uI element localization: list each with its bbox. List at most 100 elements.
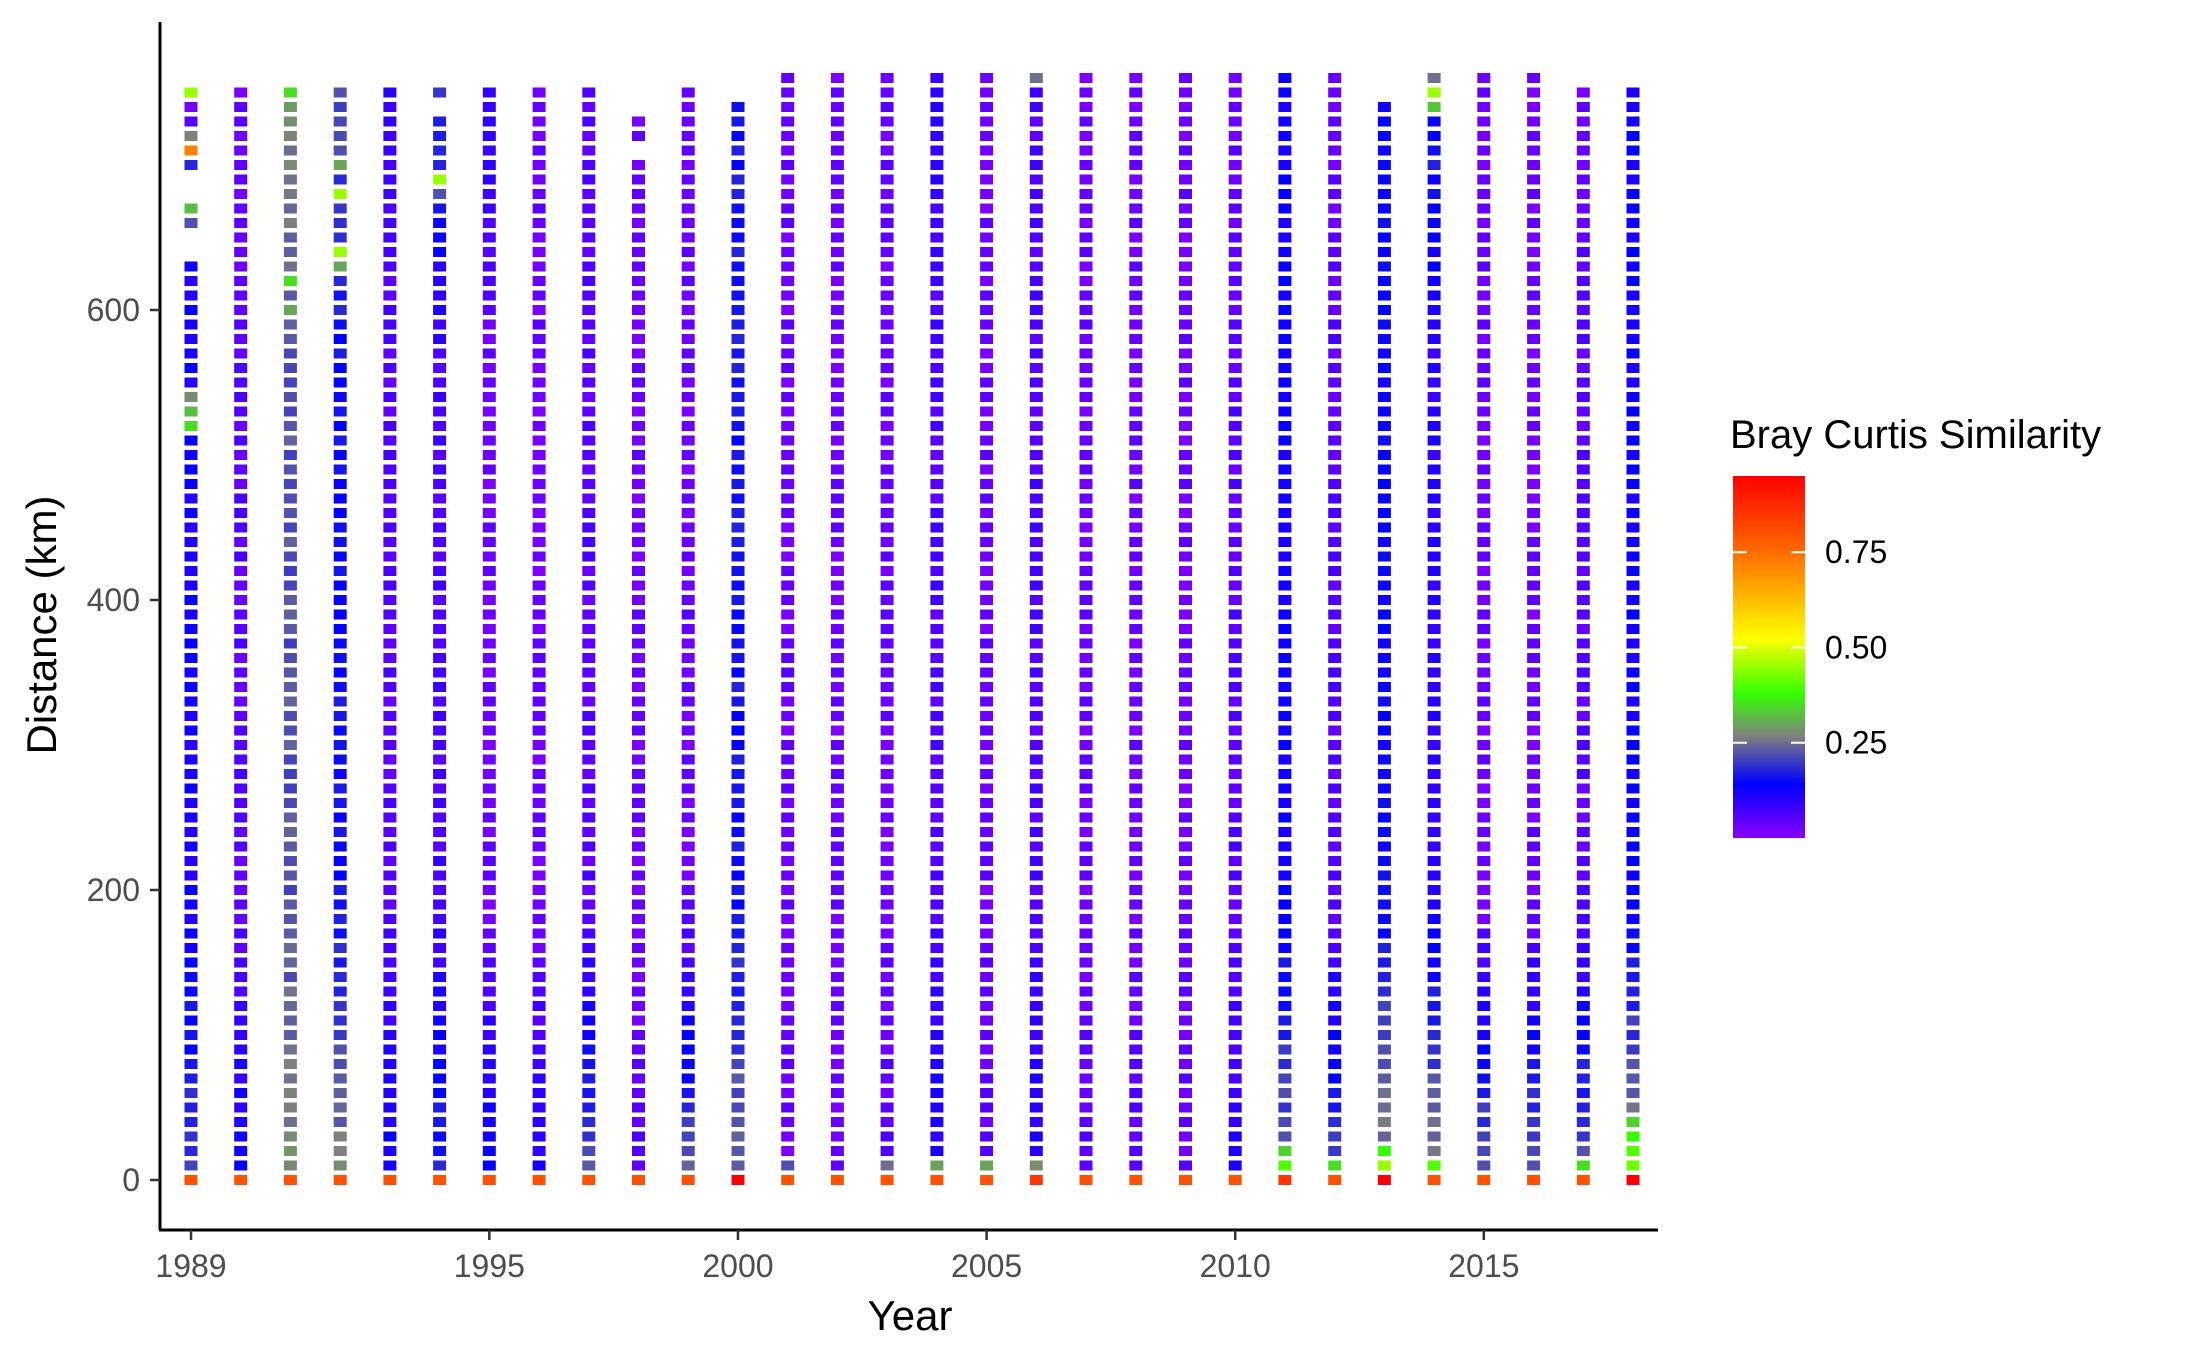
heatmap-tile xyxy=(383,1117,397,1127)
heatmap-tile xyxy=(731,986,745,997)
heatmap-tile xyxy=(1179,885,1192,895)
heatmap-tile xyxy=(1427,174,1441,185)
heatmap-tile xyxy=(433,174,447,185)
heatmap-tile xyxy=(234,218,248,228)
heatmap-tile xyxy=(681,682,695,692)
heatmap-tile xyxy=(1079,957,1093,968)
heatmap-tile xyxy=(1328,160,1342,170)
heatmap-tile xyxy=(1029,348,1043,359)
heatmap-tile xyxy=(1427,363,1441,373)
heatmap-tile xyxy=(1576,870,1590,881)
heatmap-tile xyxy=(433,856,447,866)
heatmap-tile xyxy=(1129,972,1143,982)
heatmap-tile xyxy=(1228,1015,1242,1026)
heatmap-tile xyxy=(1278,754,1292,765)
heatmap-tile xyxy=(1328,334,1342,344)
heatmap-tile xyxy=(333,1088,347,1098)
heatmap-tile xyxy=(1427,1030,1441,1040)
heatmap-tile xyxy=(1427,377,1441,388)
heatmap-tile xyxy=(781,812,795,823)
heatmap-tile xyxy=(781,1073,795,1084)
heatmap-tile xyxy=(980,406,994,417)
heatmap-tile xyxy=(433,435,447,446)
heatmap-tile xyxy=(632,870,645,881)
heatmap-tile xyxy=(184,363,198,373)
heatmap-tile xyxy=(1576,1131,1590,1142)
heatmap-tile xyxy=(333,725,347,736)
heatmap-tile xyxy=(830,1175,844,1185)
heatmap-tile xyxy=(830,174,844,185)
heatmap-tile xyxy=(333,348,347,359)
heatmap-tile xyxy=(1328,261,1342,272)
heatmap-tile xyxy=(532,406,546,417)
heatmap-tile xyxy=(632,131,645,141)
heatmap-tile xyxy=(532,392,546,402)
heatmap-tile xyxy=(681,1088,695,1098)
heatmap-tile xyxy=(1527,1131,1541,1142)
heatmap-tile xyxy=(830,276,844,286)
heatmap-tile xyxy=(1328,73,1342,83)
heatmap-tile xyxy=(880,754,894,765)
heatmap-tile xyxy=(582,406,596,417)
heatmap-tile xyxy=(632,1059,645,1069)
heatmap-tile xyxy=(880,131,894,141)
heatmap-tile xyxy=(482,116,496,127)
heatmap-tile xyxy=(1377,595,1391,605)
heatmap-tile xyxy=(184,725,198,736)
heatmap-tile xyxy=(880,232,894,243)
heatmap-tile xyxy=(184,102,198,112)
heatmap-tile xyxy=(930,1175,944,1185)
heatmap-tile xyxy=(681,783,695,794)
heatmap-tile xyxy=(532,334,546,344)
heatmap-tile xyxy=(1129,914,1143,924)
heatmap-tile xyxy=(980,261,994,272)
heatmap-tile xyxy=(1576,508,1590,518)
heatmap-tile xyxy=(234,812,248,823)
heatmap-tile xyxy=(532,899,546,910)
heatmap-tile xyxy=(1377,609,1391,620)
heatmap-tile xyxy=(1228,493,1242,504)
heatmap-tile xyxy=(234,377,248,388)
heatmap-tile xyxy=(1328,754,1342,765)
heatmap-tile xyxy=(1179,435,1192,446)
heatmap-tile xyxy=(532,783,546,794)
heatmap-tile xyxy=(632,551,645,562)
heatmap-tile xyxy=(1527,1175,1541,1185)
heatmap-tile xyxy=(1129,812,1143,823)
heatmap-tile xyxy=(1029,653,1043,663)
heatmap-tile xyxy=(830,754,844,765)
heatmap-tile xyxy=(1527,334,1541,344)
heatmap-tile xyxy=(1477,783,1491,794)
heatmap-tile xyxy=(731,653,745,663)
heatmap-tile xyxy=(1328,1059,1342,1069)
heatmap-tile xyxy=(1129,1001,1143,1011)
heatmap-tile xyxy=(1179,276,1192,286)
heatmap-tile xyxy=(1477,928,1491,939)
heatmap-tile xyxy=(1427,348,1441,359)
heatmap-tile xyxy=(1179,725,1192,736)
heatmap-tile xyxy=(184,1030,198,1040)
heatmap-tile xyxy=(1328,609,1342,620)
heatmap-tile xyxy=(433,276,447,286)
heatmap-tile xyxy=(1527,972,1541,982)
heatmap-tile xyxy=(781,841,795,852)
heatmap-tile xyxy=(433,696,447,707)
heatmap-tile xyxy=(1527,725,1541,736)
heatmap-tile xyxy=(980,827,994,837)
heatmap-tile xyxy=(1179,943,1192,953)
heatmap-tile xyxy=(1278,116,1292,127)
heatmap-tile xyxy=(1626,145,1640,156)
heatmap-tile xyxy=(681,841,695,852)
heatmap-tile xyxy=(1029,189,1043,199)
heatmap-tile xyxy=(632,464,645,475)
heatmap-tile xyxy=(731,682,745,692)
heatmap-tile xyxy=(1477,943,1491,953)
heatmap-tile xyxy=(1427,276,1441,286)
heatmap-tile xyxy=(532,870,546,881)
heatmap-tile xyxy=(482,1044,496,1055)
heatmap-tile xyxy=(1278,696,1292,707)
heatmap-tile xyxy=(482,377,496,388)
heatmap-tile xyxy=(383,464,397,475)
heatmap-tile xyxy=(1328,145,1342,156)
